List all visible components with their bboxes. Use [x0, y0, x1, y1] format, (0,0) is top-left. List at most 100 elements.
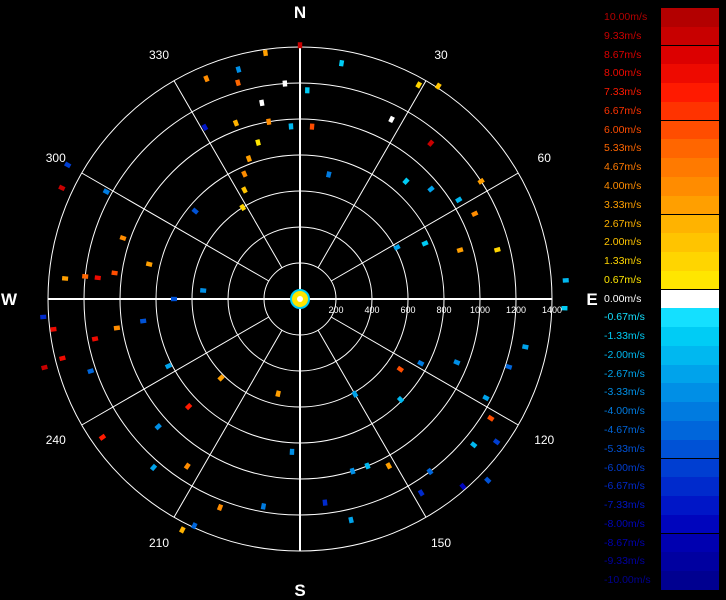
velocity-point — [201, 123, 209, 132]
velocity-point — [482, 394, 490, 402]
colorbar-swatch — [661, 8, 719, 27]
velocity-point — [421, 240, 429, 247]
colorbar-swatch — [661, 383, 719, 403]
colorbar-swatch — [661, 364, 719, 384]
bearing-label: 240 — [46, 433, 66, 447]
colorbar-label: -1.33m/s — [604, 330, 645, 343]
origin-center — [297, 296, 303, 302]
velocity-point — [521, 344, 529, 350]
velocity-point — [184, 402, 193, 411]
velocity-point — [58, 355, 66, 362]
velocity-point — [50, 326, 57, 332]
colorbar-label: -4.00m/s — [604, 405, 645, 418]
velocity-point — [259, 99, 265, 107]
colorbar-swatch — [661, 139, 719, 158]
velocity-point — [40, 364, 48, 371]
velocity-point — [63, 161, 72, 169]
range-tick-label: 400 — [364, 305, 379, 315]
velocity-point — [113, 325, 121, 331]
velocity-point — [111, 270, 118, 276]
velocity-point — [179, 526, 186, 534]
colorbar-label: 2.67m/s — [604, 217, 642, 230]
velocity-point — [241, 186, 248, 194]
velocity-point — [396, 365, 404, 373]
velocity-point — [484, 476, 492, 485]
colorbar-swatch — [661, 571, 719, 590]
bearing-line — [173, 80, 283, 269]
colorbar-swatch — [661, 64, 719, 83]
bearing-line — [81, 316, 270, 426]
colorbar-label: 8.67m/s — [604, 48, 642, 61]
colorbar-swatch — [661, 458, 719, 478]
colorbar-swatch — [661, 477, 719, 496]
bearing-line — [330, 172, 519, 282]
velocity-point — [241, 170, 248, 178]
compass-label: E — [586, 290, 597, 309]
velocity-point — [470, 441, 478, 449]
colorbar-swatch — [661, 120, 719, 140]
colorbar-label: 6.67m/s — [604, 104, 642, 117]
range-tick-label: 200 — [328, 305, 343, 315]
colorbar-label: -2.67m/s — [604, 367, 645, 380]
velocity-point — [119, 234, 127, 242]
velocity-point — [183, 462, 191, 470]
colorbar-swatch — [661, 552, 719, 572]
velocity-point — [255, 139, 261, 146]
range-tick-label: 1000 — [470, 305, 490, 315]
velocity-point — [94, 275, 101, 281]
range-tick-label: 1200 — [506, 305, 526, 315]
velocity-point — [191, 207, 199, 215]
compass-label: N — [294, 3, 306, 22]
velocity-point — [493, 246, 501, 253]
colorbar-swatch — [661, 158, 719, 177]
colorbar-swatch — [661, 308, 719, 327]
velocity-point — [139, 318, 147, 324]
colorbar-label: -2.00m/s — [604, 348, 645, 361]
velocity-point — [455, 196, 463, 204]
range-labels: 200 400 600 800 1000 1200 1400 — [328, 305, 562, 315]
range-tick-label: 1400 — [542, 305, 562, 315]
bearing-label: 60 — [538, 151, 552, 165]
range-tick-label: 600 — [400, 305, 415, 315]
colorbar-swatch — [661, 514, 719, 534]
colorbar-label: 5.33m/s — [604, 142, 642, 155]
velocity-point — [98, 433, 107, 441]
compass-label: S — [294, 581, 305, 600]
velocity-point — [217, 374, 225, 382]
velocity-point — [417, 359, 425, 367]
velocity-point — [427, 139, 435, 147]
colorbar-swatch — [661, 533, 719, 553]
colorbar-label: 6.00m/s — [604, 123, 642, 136]
colorbar-label: -3.33m/s — [604, 386, 645, 399]
bearing-line — [317, 80, 427, 269]
velocity-point — [477, 177, 485, 185]
velocity-point — [505, 363, 513, 370]
colorbar-swatch — [661, 26, 719, 46]
compass-labels: N E S W — [1, 3, 598, 600]
colorbar-label: -6.67m/s — [604, 480, 645, 493]
colorbar-swatch — [661, 402, 719, 421]
colorbar-label: -10.00m/s — [604, 574, 651, 587]
colorbar-swatch — [661, 496, 719, 515]
velocity-point — [262, 49, 268, 57]
colorbar-label: 0.67m/s — [604, 273, 642, 286]
colorbar-label: 9.33m/s — [604, 29, 642, 42]
colorbar-label: 7.33m/s — [604, 86, 642, 99]
velocity-point — [427, 185, 435, 193]
colorbar-label: 4.67m/s — [604, 161, 642, 174]
colorbar-label: 3.33m/s — [604, 198, 642, 211]
velocity-point — [415, 81, 423, 89]
bearing-line — [81, 172, 270, 282]
colorbar-label: 4.00m/s — [604, 179, 642, 192]
velocity-point — [351, 390, 359, 398]
velocity-point — [322, 499, 328, 506]
colorbar-label: -7.33m/s — [604, 499, 645, 512]
colorbar-swatch — [661, 421, 719, 440]
bearing-line — [330, 316, 519, 426]
velocity-point — [190, 522, 198, 530]
velocity-point — [203, 75, 210, 83]
colorbar-label: 8.00m/s — [604, 67, 642, 80]
velocity-point — [154, 423, 162, 431]
velocity-point — [275, 390, 281, 398]
velocity-point — [145, 261, 153, 267]
